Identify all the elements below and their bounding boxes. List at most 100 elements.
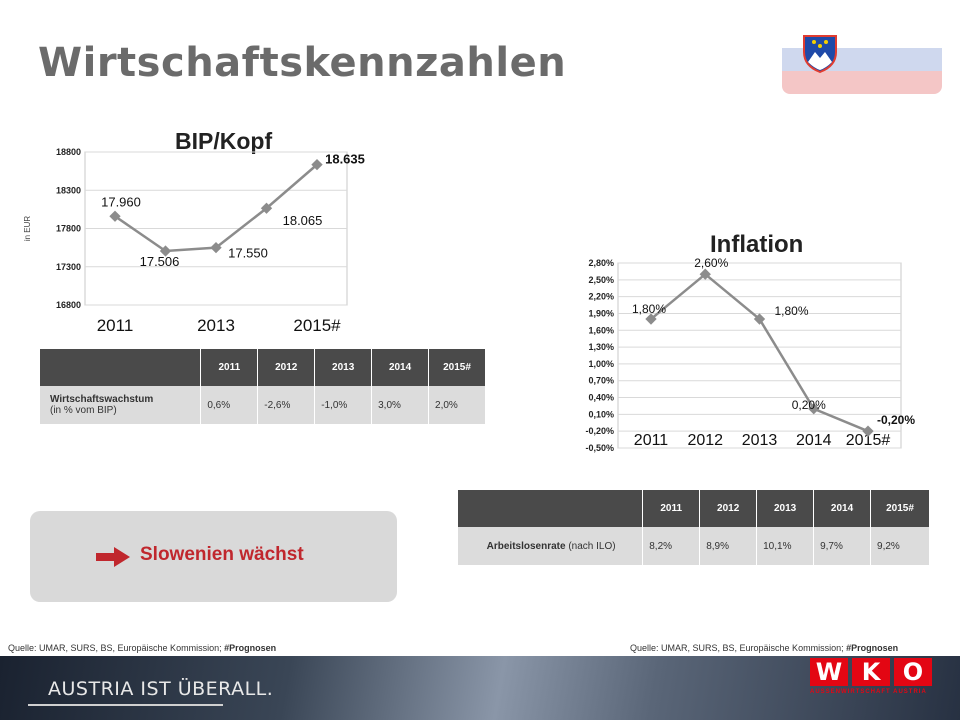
data-label: 17.506 bbox=[140, 254, 180, 269]
series-line bbox=[114, 163, 318, 253]
callout-box: Slowenien wächst bbox=[30, 511, 397, 602]
y-tick-label: 1,60% bbox=[588, 325, 614, 335]
table-header-cell: 2013 bbox=[314, 349, 373, 386]
table-row: Arbeitslosenrate (nach ILO) 8,2% 8,9% 10… bbox=[458, 527, 930, 565]
data-point bbox=[808, 403, 820, 415]
table-cell: 9,7% bbox=[813, 527, 872, 565]
table-cell: 0,6% bbox=[200, 386, 259, 424]
data-label: 0,20% bbox=[792, 398, 826, 412]
source-bold: #Prognosen bbox=[224, 643, 277, 653]
y-tick-label: -0,20% bbox=[585, 426, 614, 436]
slogan-underline bbox=[28, 704, 223, 706]
y-tick-label: 0,10% bbox=[588, 409, 614, 419]
table-cell: 3,0% bbox=[371, 386, 430, 424]
x-tick-label: 2011 bbox=[97, 316, 134, 335]
footer-slogan: AUSTRIA IST ÜBERALL. bbox=[48, 678, 274, 700]
chart-title: BIP/Kopf bbox=[175, 128, 272, 154]
x-tick-label: 2015# bbox=[293, 316, 341, 335]
logo-letter: K bbox=[852, 658, 890, 686]
data-point bbox=[109, 210, 121, 222]
right-arrow-icon bbox=[96, 547, 130, 567]
table-header-cell bbox=[40, 349, 202, 386]
y-tick-label: 0,40% bbox=[588, 393, 614, 403]
y-tick-label: 2,20% bbox=[588, 292, 614, 302]
y-tick-label: 2,80% bbox=[588, 258, 614, 268]
source-text: Quelle: UMAR, SURS, BS, Europäische Komm… bbox=[630, 643, 847, 653]
data-label: 2,60% bbox=[694, 256, 728, 270]
data-point bbox=[862, 425, 874, 437]
table-header-cell: 2011 bbox=[200, 349, 259, 386]
data-label: 17.960 bbox=[101, 194, 141, 209]
table-row: Wirtschaftswachstum (in % vom BIP) 0,6% … bbox=[40, 386, 486, 424]
logo-subtitle: AUSSENWIRTSCHAFT AUSTRIA bbox=[810, 689, 927, 695]
slovenia-flag-icon bbox=[782, 34, 942, 94]
row-label-main: Arbeitslosenrate bbox=[486, 540, 566, 552]
callout-text: Slowenien wächst bbox=[140, 544, 304, 565]
table-cell: 9,2% bbox=[870, 527, 930, 565]
source-note-left: Quelle: UMAR, SURS, BS, Europäische Komm… bbox=[8, 643, 276, 653]
x-tick-label: 2013 bbox=[197, 316, 235, 335]
row-label-sub: (in % vom BIP) bbox=[50, 405, 117, 416]
y-tick-label: 1,30% bbox=[588, 342, 614, 352]
y-tick-label: 17300 bbox=[56, 262, 81, 272]
row-label: Arbeitslosenrate (nach ILO) bbox=[458, 527, 644, 565]
page-title: Wirtschaftskennzahlen bbox=[38, 40, 567, 86]
table-header-cell bbox=[458, 490, 644, 527]
y-tick-label: -0,50% bbox=[585, 443, 614, 453]
table-header-cell: 2015# bbox=[870, 490, 930, 527]
source-bold: #Prognosen bbox=[846, 643, 899, 653]
x-tick-label: 2015# bbox=[846, 432, 891, 449]
x-tick-label: 2012 bbox=[687, 432, 723, 449]
x-tick-label: 2011 bbox=[634, 432, 669, 449]
logo-letter: W bbox=[810, 658, 848, 686]
y-tick-label: 1,90% bbox=[588, 308, 614, 318]
source-note-right: Quelle: UMAR, SURS, BS, Europäische Komm… bbox=[630, 643, 898, 653]
table-cell: 10,1% bbox=[756, 527, 815, 565]
x-tick-label: 2014 bbox=[796, 432, 832, 449]
table-cell: 8,9% bbox=[699, 527, 758, 565]
inflation-chart: Inflation 2,80% 2,50% 2,20% 1,90% 1,60% 1,30% 1… bbox=[560, 225, 950, 455]
table-header-cell: 2014 bbox=[813, 490, 872, 527]
y-tick-label: 0,70% bbox=[588, 376, 614, 386]
y-tick-label: 18800 bbox=[56, 147, 81, 157]
y-tick-label: 2,50% bbox=[588, 275, 614, 285]
table-cell: 8,2% bbox=[642, 527, 701, 565]
y-tick-label: 16800 bbox=[56, 300, 81, 310]
footer-banner: AUSTRIA IST ÜBERALL. bbox=[0, 656, 960, 720]
data-label: 17.550 bbox=[228, 246, 268, 261]
growth-table: 2011 2012 2013 2014 2015# Wirtschaftswac… bbox=[40, 349, 486, 424]
table-header-cell: 2013 bbox=[756, 490, 815, 527]
data-label: -0,20% bbox=[877, 413, 915, 427]
series-line bbox=[650, 272, 869, 433]
table-cell: 2,0% bbox=[428, 386, 486, 424]
row-label-main: Wirtschaftswachstum bbox=[50, 394, 154, 405]
table-header-row: 2011 2012 2013 2014 2015# bbox=[40, 349, 486, 386]
y-tick-label: 18300 bbox=[56, 185, 81, 195]
table-header-cell: 2012 bbox=[257, 349, 316, 386]
plot-area bbox=[617, 262, 902, 449]
table-header-cell: 2012 bbox=[699, 490, 758, 527]
table-header-cell: 2014 bbox=[371, 349, 430, 386]
x-tick-label: 2013 bbox=[742, 432, 778, 449]
row-label-sub: (nach ILO) bbox=[568, 540, 616, 552]
data-label: 1,80% bbox=[774, 304, 808, 318]
chart-title: Inflation bbox=[710, 231, 803, 258]
source-text: Quelle: UMAR, SURS, BS, Europäische Komm… bbox=[8, 643, 225, 653]
data-label: 1,80% bbox=[632, 302, 666, 316]
logo-letter: O bbox=[894, 658, 932, 686]
table-cell: -2,6% bbox=[257, 386, 316, 424]
table-header-row: 2011 2012 2013 2014 2015# bbox=[458, 490, 930, 527]
unemployment-table: 2011 2012 2013 2014 2015# Arbeitslosenra… bbox=[458, 490, 930, 565]
table-header-cell: 2011 bbox=[642, 490, 701, 527]
gdp-per-capita-chart: BIP/Kopf 18800 18300 17800 17300 16800 in EUR 2… bbox=[20, 125, 365, 340]
data-label: 18.635 bbox=[325, 152, 365, 167]
y-axis-label: in EUR bbox=[23, 216, 32, 242]
wko-logo: W K O AUSSENWIRTSCHAFT AUSTRIA bbox=[810, 658, 940, 702]
y-tick-label: 1,00% bbox=[588, 359, 614, 369]
data-label: 18.065 bbox=[283, 213, 323, 228]
y-tick-label: 17800 bbox=[56, 224, 81, 234]
row-label: Wirtschaftswachstum (in % vom BIP) bbox=[40, 386, 202, 424]
table-cell: -1,0% bbox=[314, 386, 373, 424]
data-point bbox=[260, 202, 273, 214]
table-header-cell: 2015# bbox=[428, 349, 486, 386]
